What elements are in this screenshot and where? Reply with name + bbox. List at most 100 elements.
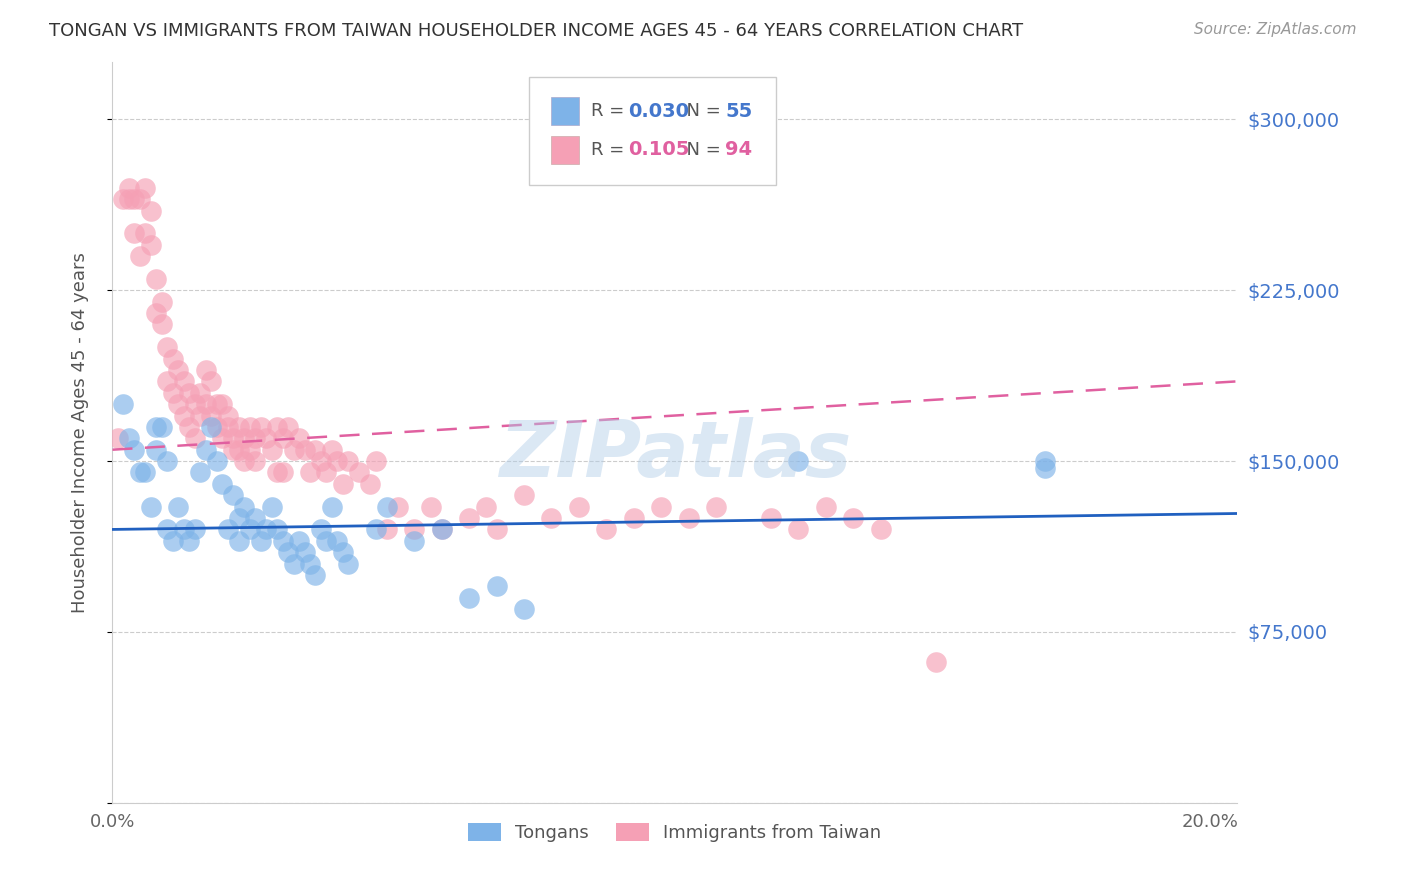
- Point: [129, 466, 152, 480]
- Text: 55: 55: [725, 102, 752, 120]
- Point: [1033, 461, 1056, 475]
- Point: [271, 431, 294, 445]
- Point: [162, 385, 184, 400]
- Point: [243, 511, 266, 525]
- Text: TONGAN VS IMMIGRANTS FROM TAIWAN HOUSEHOLDER INCOME AGES 45 - 64 YEARS CORRELATI: TONGAN VS IMMIGRANTS FROM TAIWAN HOUSEHO…: [49, 22, 1024, 40]
- Point: [228, 442, 250, 457]
- Point: [321, 442, 343, 457]
- Point: [167, 500, 190, 514]
- Point: [430, 523, 453, 537]
- Point: [485, 579, 508, 593]
- Point: [239, 523, 262, 537]
- Point: [243, 454, 266, 468]
- Point: [277, 545, 299, 559]
- Point: [233, 454, 256, 468]
- Point: [124, 442, 146, 457]
- Point: [814, 500, 837, 514]
- Point: [205, 397, 228, 411]
- FancyBboxPatch shape: [529, 78, 776, 185]
- Point: [228, 533, 250, 548]
- Point: [179, 420, 201, 434]
- Point: [254, 523, 277, 537]
- Point: [173, 409, 195, 423]
- Text: R =: R =: [591, 141, 630, 159]
- Point: [188, 385, 211, 400]
- Point: [254, 431, 277, 445]
- Text: N =: N =: [675, 103, 727, 120]
- Point: [194, 363, 217, 377]
- Point: [321, 500, 343, 514]
- Bar: [551, 97, 579, 126]
- Point: [118, 192, 141, 206]
- Point: [134, 180, 156, 194]
- Point: [458, 511, 481, 525]
- Point: [485, 523, 508, 537]
- Point: [288, 431, 311, 445]
- Point: [188, 409, 211, 423]
- Point: [568, 500, 591, 514]
- Point: [228, 420, 250, 434]
- Point: [134, 466, 156, 480]
- Point: [173, 523, 195, 537]
- Point: [211, 397, 233, 411]
- Point: [194, 397, 217, 411]
- Point: [167, 363, 190, 377]
- Point: [145, 420, 167, 434]
- Point: [217, 420, 239, 434]
- Point: [194, 442, 217, 457]
- Text: 94: 94: [725, 140, 752, 160]
- Point: [458, 591, 481, 605]
- Point: [315, 533, 337, 548]
- Point: [595, 523, 617, 537]
- Point: [513, 488, 536, 502]
- Point: [650, 500, 672, 514]
- Point: [513, 602, 536, 616]
- Point: [364, 454, 387, 468]
- Point: [678, 511, 700, 525]
- Point: [759, 511, 782, 525]
- Point: [179, 385, 201, 400]
- Point: [315, 466, 337, 480]
- Point: [200, 420, 222, 434]
- Point: [239, 442, 262, 457]
- Point: [375, 500, 398, 514]
- Point: [217, 523, 239, 537]
- Point: [260, 442, 283, 457]
- Point: [419, 500, 441, 514]
- Point: [139, 203, 162, 218]
- Point: [304, 442, 326, 457]
- Point: [107, 431, 129, 445]
- Point: [842, 511, 865, 525]
- Point: [271, 533, 294, 548]
- Point: [404, 523, 426, 537]
- Point: [145, 272, 167, 286]
- Bar: [551, 136, 579, 164]
- Point: [217, 409, 239, 423]
- Point: [326, 454, 349, 468]
- Point: [156, 375, 179, 389]
- Point: [298, 466, 321, 480]
- Point: [233, 431, 256, 445]
- Point: [222, 431, 245, 445]
- Text: N =: N =: [675, 141, 727, 159]
- Point: [349, 466, 371, 480]
- Point: [298, 557, 321, 571]
- Point: [205, 454, 228, 468]
- Legend: Tongans, Immigrants from Taiwan: Tongans, Immigrants from Taiwan: [461, 815, 889, 849]
- Point: [474, 500, 496, 514]
- Text: R =: R =: [591, 103, 630, 120]
- Point: [704, 500, 727, 514]
- Point: [167, 397, 190, 411]
- Point: [173, 375, 195, 389]
- Point: [179, 533, 201, 548]
- Point: [112, 397, 135, 411]
- Point: [387, 500, 409, 514]
- Point: [124, 227, 146, 241]
- Point: [332, 476, 354, 491]
- Point: [129, 192, 152, 206]
- Point: [309, 523, 332, 537]
- Point: [222, 442, 245, 457]
- Point: [271, 466, 294, 480]
- Y-axis label: Householder Income Ages 45 - 64 years: Householder Income Ages 45 - 64 years: [70, 252, 89, 613]
- Point: [337, 454, 360, 468]
